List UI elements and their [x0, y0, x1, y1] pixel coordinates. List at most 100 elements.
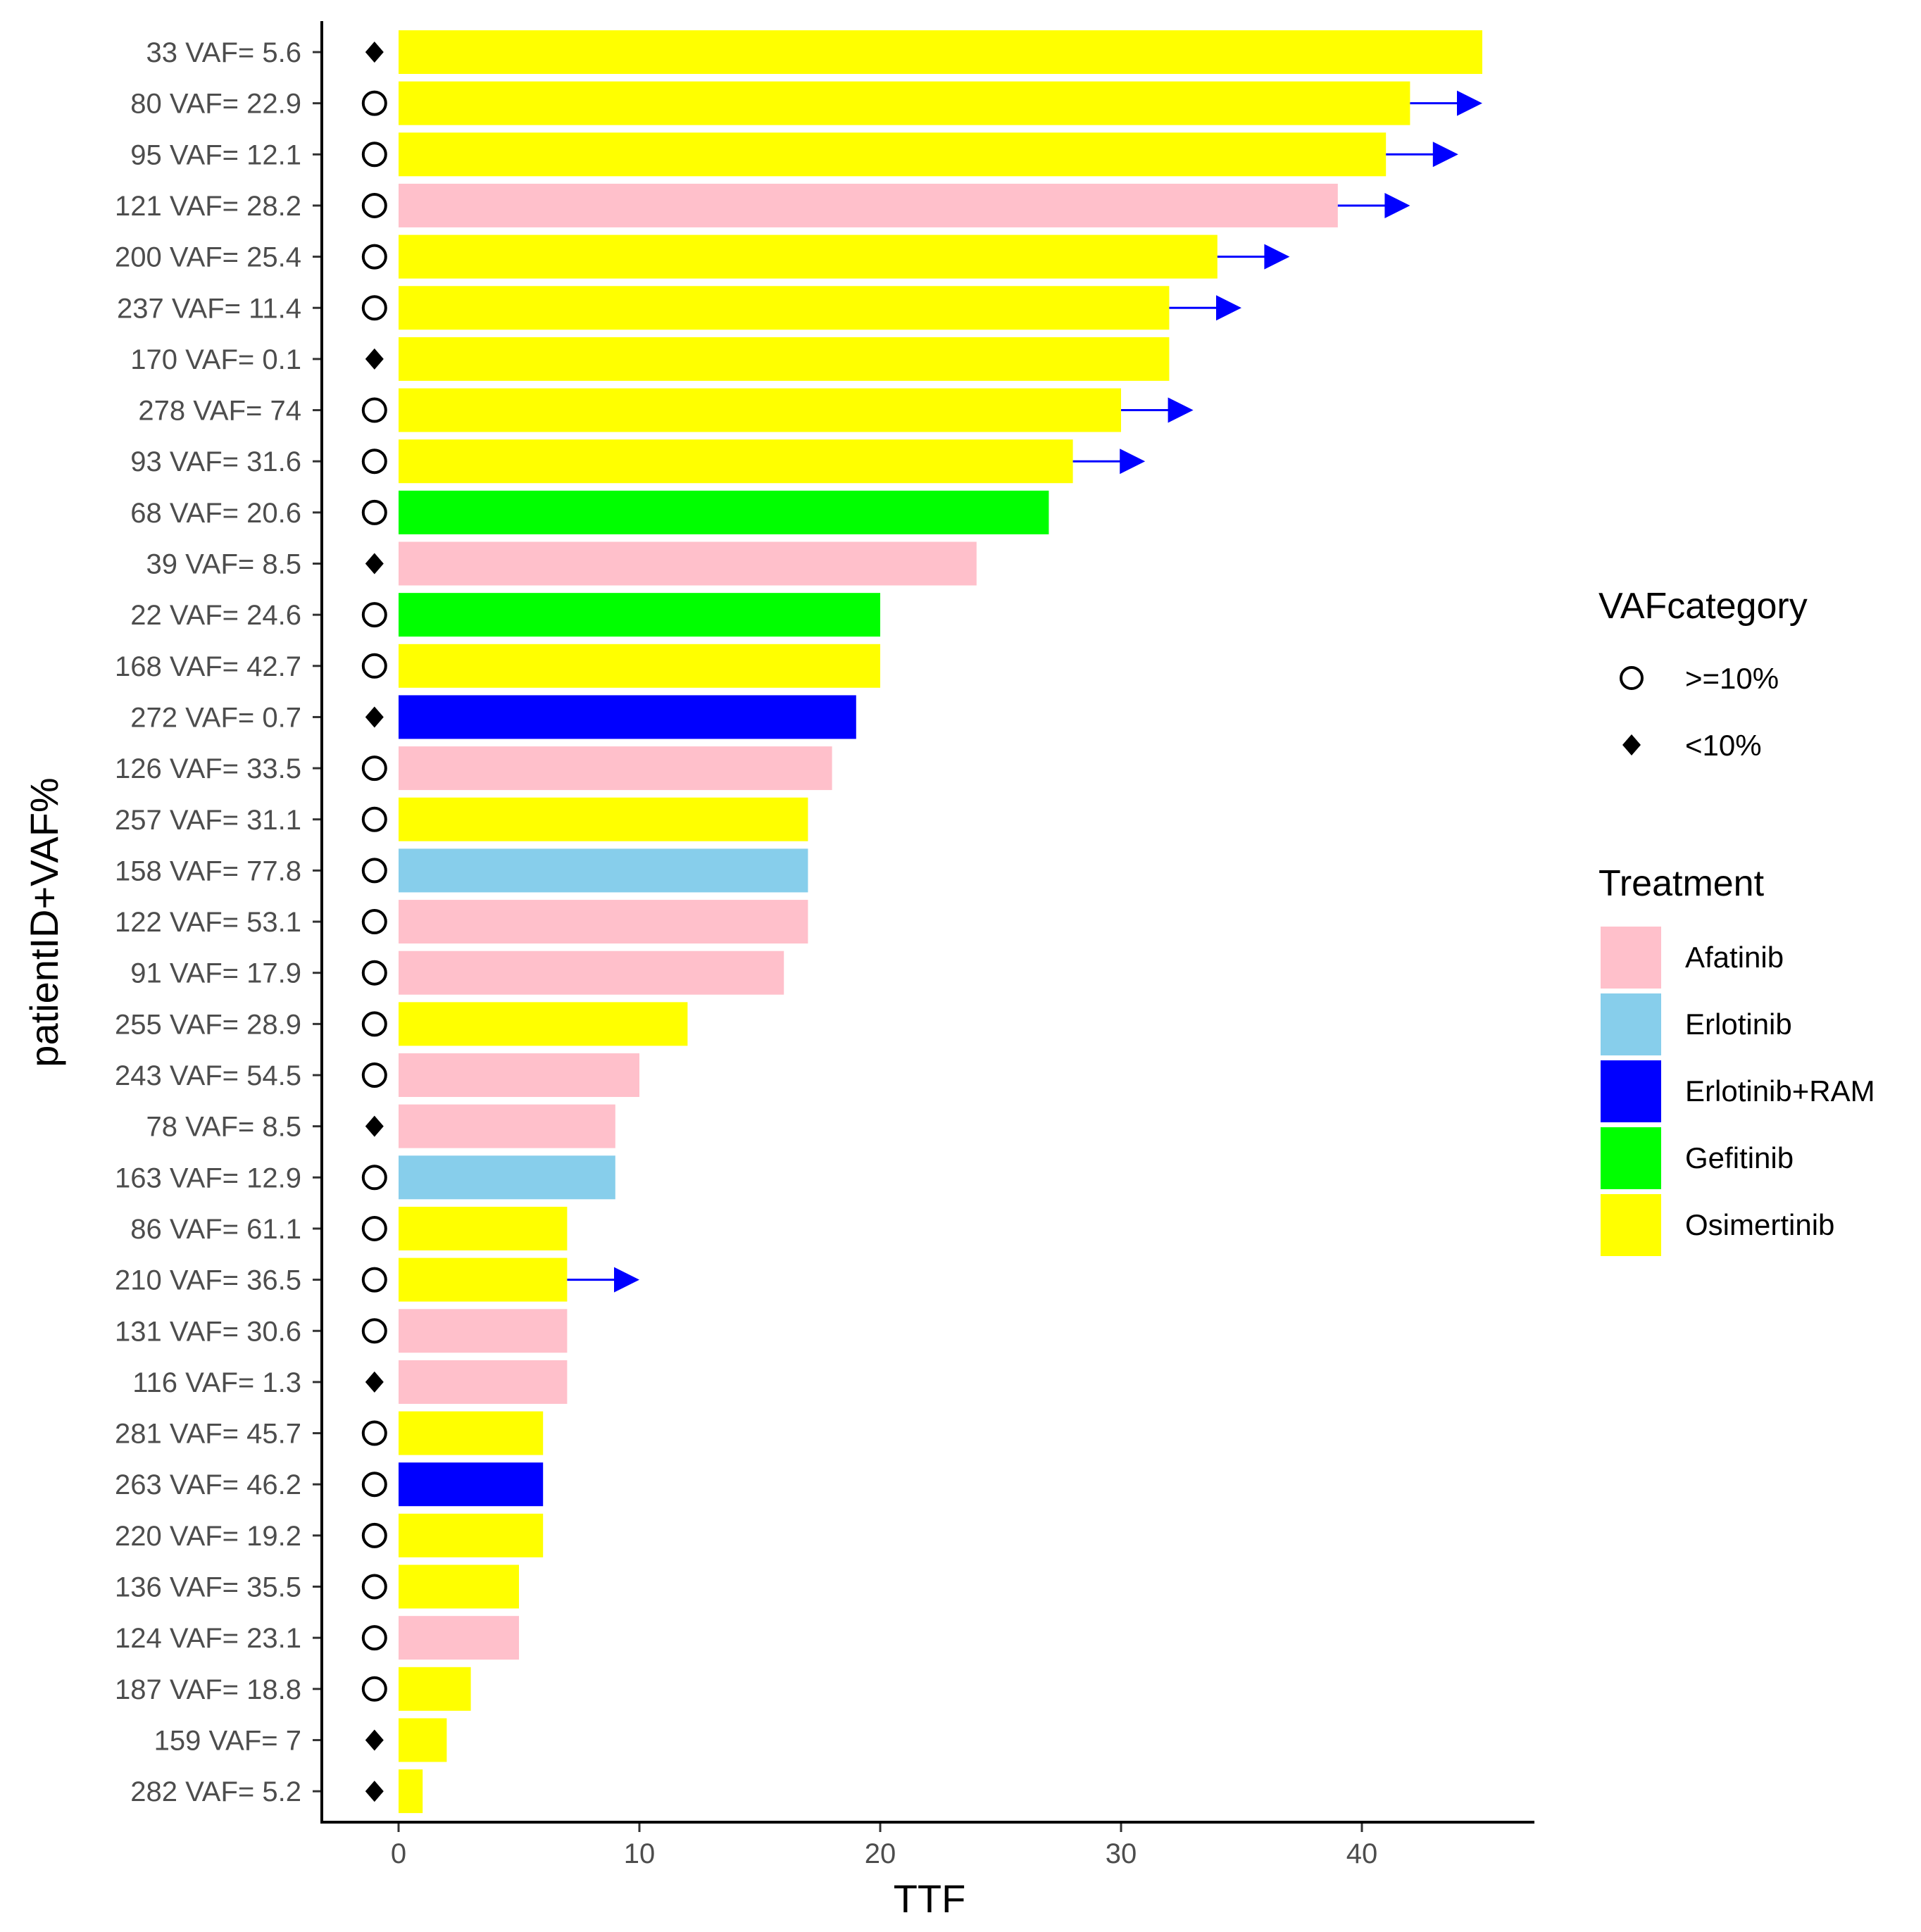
- y-tick-label: 131 VAF= 30.6: [115, 1316, 301, 1347]
- ongoing-arrow-head: [1264, 244, 1290, 270]
- bar: [399, 1616, 519, 1660]
- y-tick-label: 33 VAF= 5.6: [146, 37, 301, 68]
- ongoing-arrow-head: [1120, 448, 1146, 475]
- ongoing-arrow-head: [614, 1267, 639, 1293]
- y-tick-label: 187 VAF= 18.8: [115, 1674, 301, 1705]
- bar: [399, 1360, 568, 1404]
- legend-treatment-label: Afatinib: [1685, 941, 1784, 974]
- vaf-high-circle-icon: [361, 192, 387, 218]
- bar: [399, 183, 1338, 227]
- y-tick-label: 124 VAF= 23.1: [115, 1623, 301, 1654]
- vaf-high-circle-icon: [361, 1318, 387, 1344]
- y-tick-label: 257 VAF= 31.1: [115, 805, 301, 836]
- y-tick-label: 116 VAF= 1.3: [132, 1367, 301, 1398]
- y-tick-label: 122 VAF= 53.1: [115, 907, 301, 938]
- bar: [399, 848, 808, 893]
- bar: [399, 593, 880, 637]
- vaf-high-circle-icon: [361, 1420, 387, 1446]
- y-tick-label: 95 VAF= 12.1: [130, 139, 301, 170]
- legend-swatch: [1601, 1060, 1661, 1122]
- vaf-high-circle-icon: [361, 755, 387, 782]
- bar: [399, 644, 880, 688]
- bar: [399, 1002, 688, 1046]
- y-tick-label: 78 VAF= 8.5: [146, 1112, 301, 1143]
- y-tick-label: 210 VAF= 36.5: [115, 1265, 301, 1296]
- y-tick-label: 163 VAF= 12.9: [115, 1162, 301, 1193]
- bar: [399, 388, 1121, 432]
- bar: [399, 695, 856, 739]
- x-tick-label: 10: [624, 1838, 656, 1869]
- vaf-high-circle-icon: [361, 1062, 387, 1088]
- y-tick-label: 168 VAF= 42.7: [115, 651, 301, 682]
- vaf-low-diamond-icon: [365, 348, 384, 370]
- bar: [399, 746, 832, 791]
- vaf-high-circle-icon: [361, 448, 387, 475]
- bar: [399, 541, 977, 586]
- vaf-high-circle-icon: [361, 960, 387, 986]
- vaf-high-circle-icon: [361, 1522, 387, 1548]
- vaf-high-circle-icon: [361, 602, 387, 628]
- bar: [399, 1667, 471, 1711]
- legend-vaf-label-high: >=10%: [1685, 662, 1779, 695]
- bar: [399, 1257, 568, 1302]
- legend-treatment-label: Osimertinib: [1685, 1208, 1834, 1241]
- ongoing-arrow-head: [1216, 295, 1241, 321]
- ongoing-arrows-layer: [567, 90, 1482, 1293]
- bar: [399, 951, 784, 995]
- legend-swatch: [1601, 1127, 1661, 1189]
- bar: [399, 1564, 519, 1609]
- bar: [399, 1206, 568, 1250]
- y-tick-label: 68 VAF= 20.6: [130, 498, 301, 529]
- bar: [399, 1155, 615, 1200]
- legend-treatment-label: Erlotinib+RAM: [1685, 1074, 1875, 1108]
- legend-treatment-title: Treatment: [1598, 863, 1765, 904]
- bar: [399, 286, 1170, 330]
- vaf-low-diamond-icon: [365, 42, 384, 63]
- legend-treatment-label: Erlotinib: [1685, 1008, 1792, 1041]
- y-tick-label: 126 VAF= 33.5: [115, 753, 301, 784]
- legend-filled-diamond-icon: [1622, 734, 1641, 755]
- vaf-high-circle-icon: [361, 1625, 387, 1651]
- y-tick-label: 281 VAF= 45.7: [115, 1419, 301, 1450]
- legend-open-circle-icon: [1620, 666, 1644, 690]
- y-tick-label: 200 VAF= 25.4: [115, 242, 301, 273]
- bar: [399, 132, 1387, 177]
- legend-treatment: Treatment Afatinib Erlotinib Erlotinib+RAM…: [1598, 863, 1875, 1256]
- ongoing-arrow-head: [1457, 90, 1482, 116]
- y-tick-label: 159 VAF= 7: [154, 1725, 301, 1756]
- y-tick-label: 93 VAF= 31.6: [130, 446, 301, 477]
- vaf-high-circle-icon: [361, 295, 387, 321]
- x-tick-label: 0: [391, 1838, 406, 1869]
- y-tick-label: 22 VAF= 24.6: [130, 600, 301, 631]
- vaf-high-circle-icon: [361, 1574, 387, 1600]
- legend-swatch: [1601, 1194, 1661, 1256]
- vaf-high-circle-icon: [361, 806, 387, 832]
- vaf-markers-layer: [361, 42, 387, 1802]
- ongoing-arrow-head: [1168, 397, 1194, 423]
- x-tick-label: 30: [1106, 1838, 1137, 1869]
- y-tick-label: 121 VAF= 28.2: [115, 191, 301, 222]
- y-tick-label: 263 VAF= 46.2: [115, 1469, 301, 1500]
- legend-swatch: [1601, 993, 1661, 1055]
- y-tick-label: 243 VAF= 54.5: [115, 1060, 301, 1091]
- bar: [399, 1769, 423, 1814]
- y-tick-label: 39 VAF= 8.5: [146, 549, 301, 580]
- x-tick-label: 40: [1346, 1838, 1378, 1869]
- legend-vaf-label-low: <10%: [1685, 729, 1762, 762]
- bar: [399, 490, 1049, 534]
- y-axis-title: patientID+VAF%: [22, 777, 66, 1067]
- vaf-low-diamond-icon: [365, 1115, 384, 1137]
- bar: [399, 1718, 447, 1762]
- vaf-low-diamond-icon: [365, 1781, 384, 1802]
- vaf-high-circle-icon: [361, 1676, 387, 1702]
- bar: [399, 1411, 544, 1455]
- y-tick-label: 272 VAF= 0.7: [130, 702, 301, 733]
- y-tick-label: 237 VAF= 11.4: [117, 293, 301, 324]
- vaf-high-circle-icon: [361, 1215, 387, 1241]
- vaf-low-diamond-icon: [365, 553, 384, 575]
- bar: [399, 1309, 568, 1353]
- bar: [399, 439, 1073, 484]
- y-tick-label: 80 VAF= 22.9: [130, 89, 301, 120]
- vaf-low-diamond-icon: [365, 1371, 384, 1393]
- legend-vaf: VAFcategory >=10% <10%: [1598, 586, 1808, 762]
